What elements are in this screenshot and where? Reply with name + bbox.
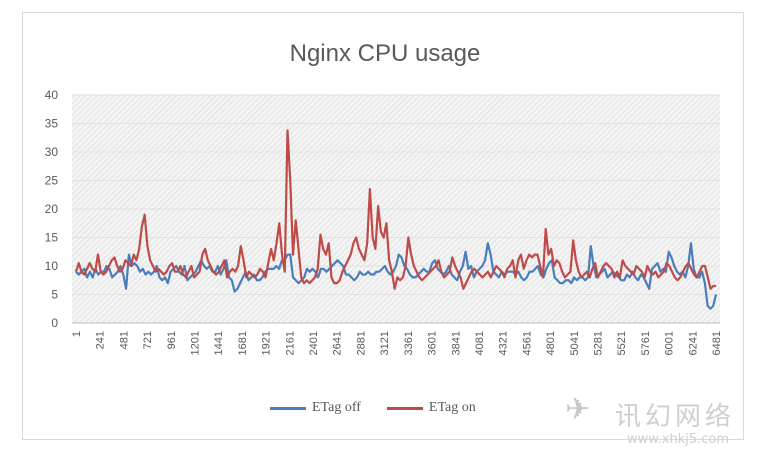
watermark-url: www.xhkj5.com xyxy=(627,432,730,447)
x-tick-label: 4801 xyxy=(545,331,557,355)
legend-swatch-etag-off xyxy=(270,406,306,410)
y-tick-label: 40 xyxy=(45,88,59,102)
legend-item-etag-off[interactable]: ETag off xyxy=(270,400,361,416)
x-tick-label: 3841 xyxy=(450,331,462,355)
y-tick-label: 10 xyxy=(45,259,59,273)
x-tick-label: 3121 xyxy=(379,331,391,355)
watermark-logo-icon: ✈ xyxy=(565,392,591,427)
y-axis: 0 5 10 15 20 25 30 35 40 xyxy=(45,88,59,330)
x-tick-label: 721 xyxy=(142,331,154,349)
x-tick-label: 6241 xyxy=(687,331,699,355)
y-tick-label: 20 xyxy=(45,202,59,216)
y-tick-label: 30 xyxy=(45,145,59,159)
x-axis: 1 241 481 721 961 1201 1441 1681 1921 2161 2401 264… xyxy=(71,331,723,355)
y-tick-label: 15 xyxy=(45,231,59,245)
x-tick-label: 1441 xyxy=(213,331,225,355)
watermark-text: 讯幻网络 xyxy=(615,402,736,432)
x-tick-label: 2881 xyxy=(355,331,367,355)
x-tick-label: 241 xyxy=(95,331,107,349)
x-tick-label: 4081 xyxy=(474,331,486,355)
x-tick-label: 1681 xyxy=(237,331,249,355)
x-tick-label: 961 xyxy=(166,331,178,349)
legend-label-etag-off: ETag off xyxy=(312,400,361,415)
x-tick-label: 5281 xyxy=(592,331,604,355)
y-tick-label: 35 xyxy=(45,117,59,131)
legend-item-etag-on[interactable]: ETag on xyxy=(386,400,476,416)
x-tick-label: 1 xyxy=(71,331,83,337)
x-tick-label: 5761 xyxy=(640,331,652,355)
x-tick-label: 481 xyxy=(118,331,130,349)
y-tick-label: 25 xyxy=(45,174,59,188)
chart-title: Nginx CPU usage xyxy=(289,40,481,67)
x-tick-label: 2161 xyxy=(284,331,296,355)
x-tick-label: 5521 xyxy=(616,331,628,355)
x-tick-label: 2401 xyxy=(308,331,320,355)
x-tick-label: 3361 xyxy=(403,331,415,355)
x-tick-label: 2641 xyxy=(332,331,344,355)
legend-label-etag-on: ETag on xyxy=(428,400,476,415)
y-tick-label: 5 xyxy=(51,288,58,302)
x-tick-label: 6481 xyxy=(711,331,723,355)
legend-swatch-etag-on xyxy=(386,406,423,410)
watermark: ✈ 讯幻网络 www.xhkj5.com xyxy=(565,392,760,452)
x-tick-label: 4561 xyxy=(521,331,533,355)
x-tick-label: 5041 xyxy=(569,331,581,355)
legend: ETag off ETag on xyxy=(270,398,476,418)
series-lines xyxy=(74,129,718,310)
series-line-etag-on xyxy=(74,129,716,290)
x-tick-label: 3601 xyxy=(427,331,439,355)
x-tick-label: 1921 xyxy=(261,331,273,355)
x-tick-label: 6001 xyxy=(664,331,676,355)
x-tick-label: 4321 xyxy=(498,331,510,355)
y-tick-label: 0 xyxy=(51,316,58,330)
x-tick-label: 1201 xyxy=(190,331,202,355)
